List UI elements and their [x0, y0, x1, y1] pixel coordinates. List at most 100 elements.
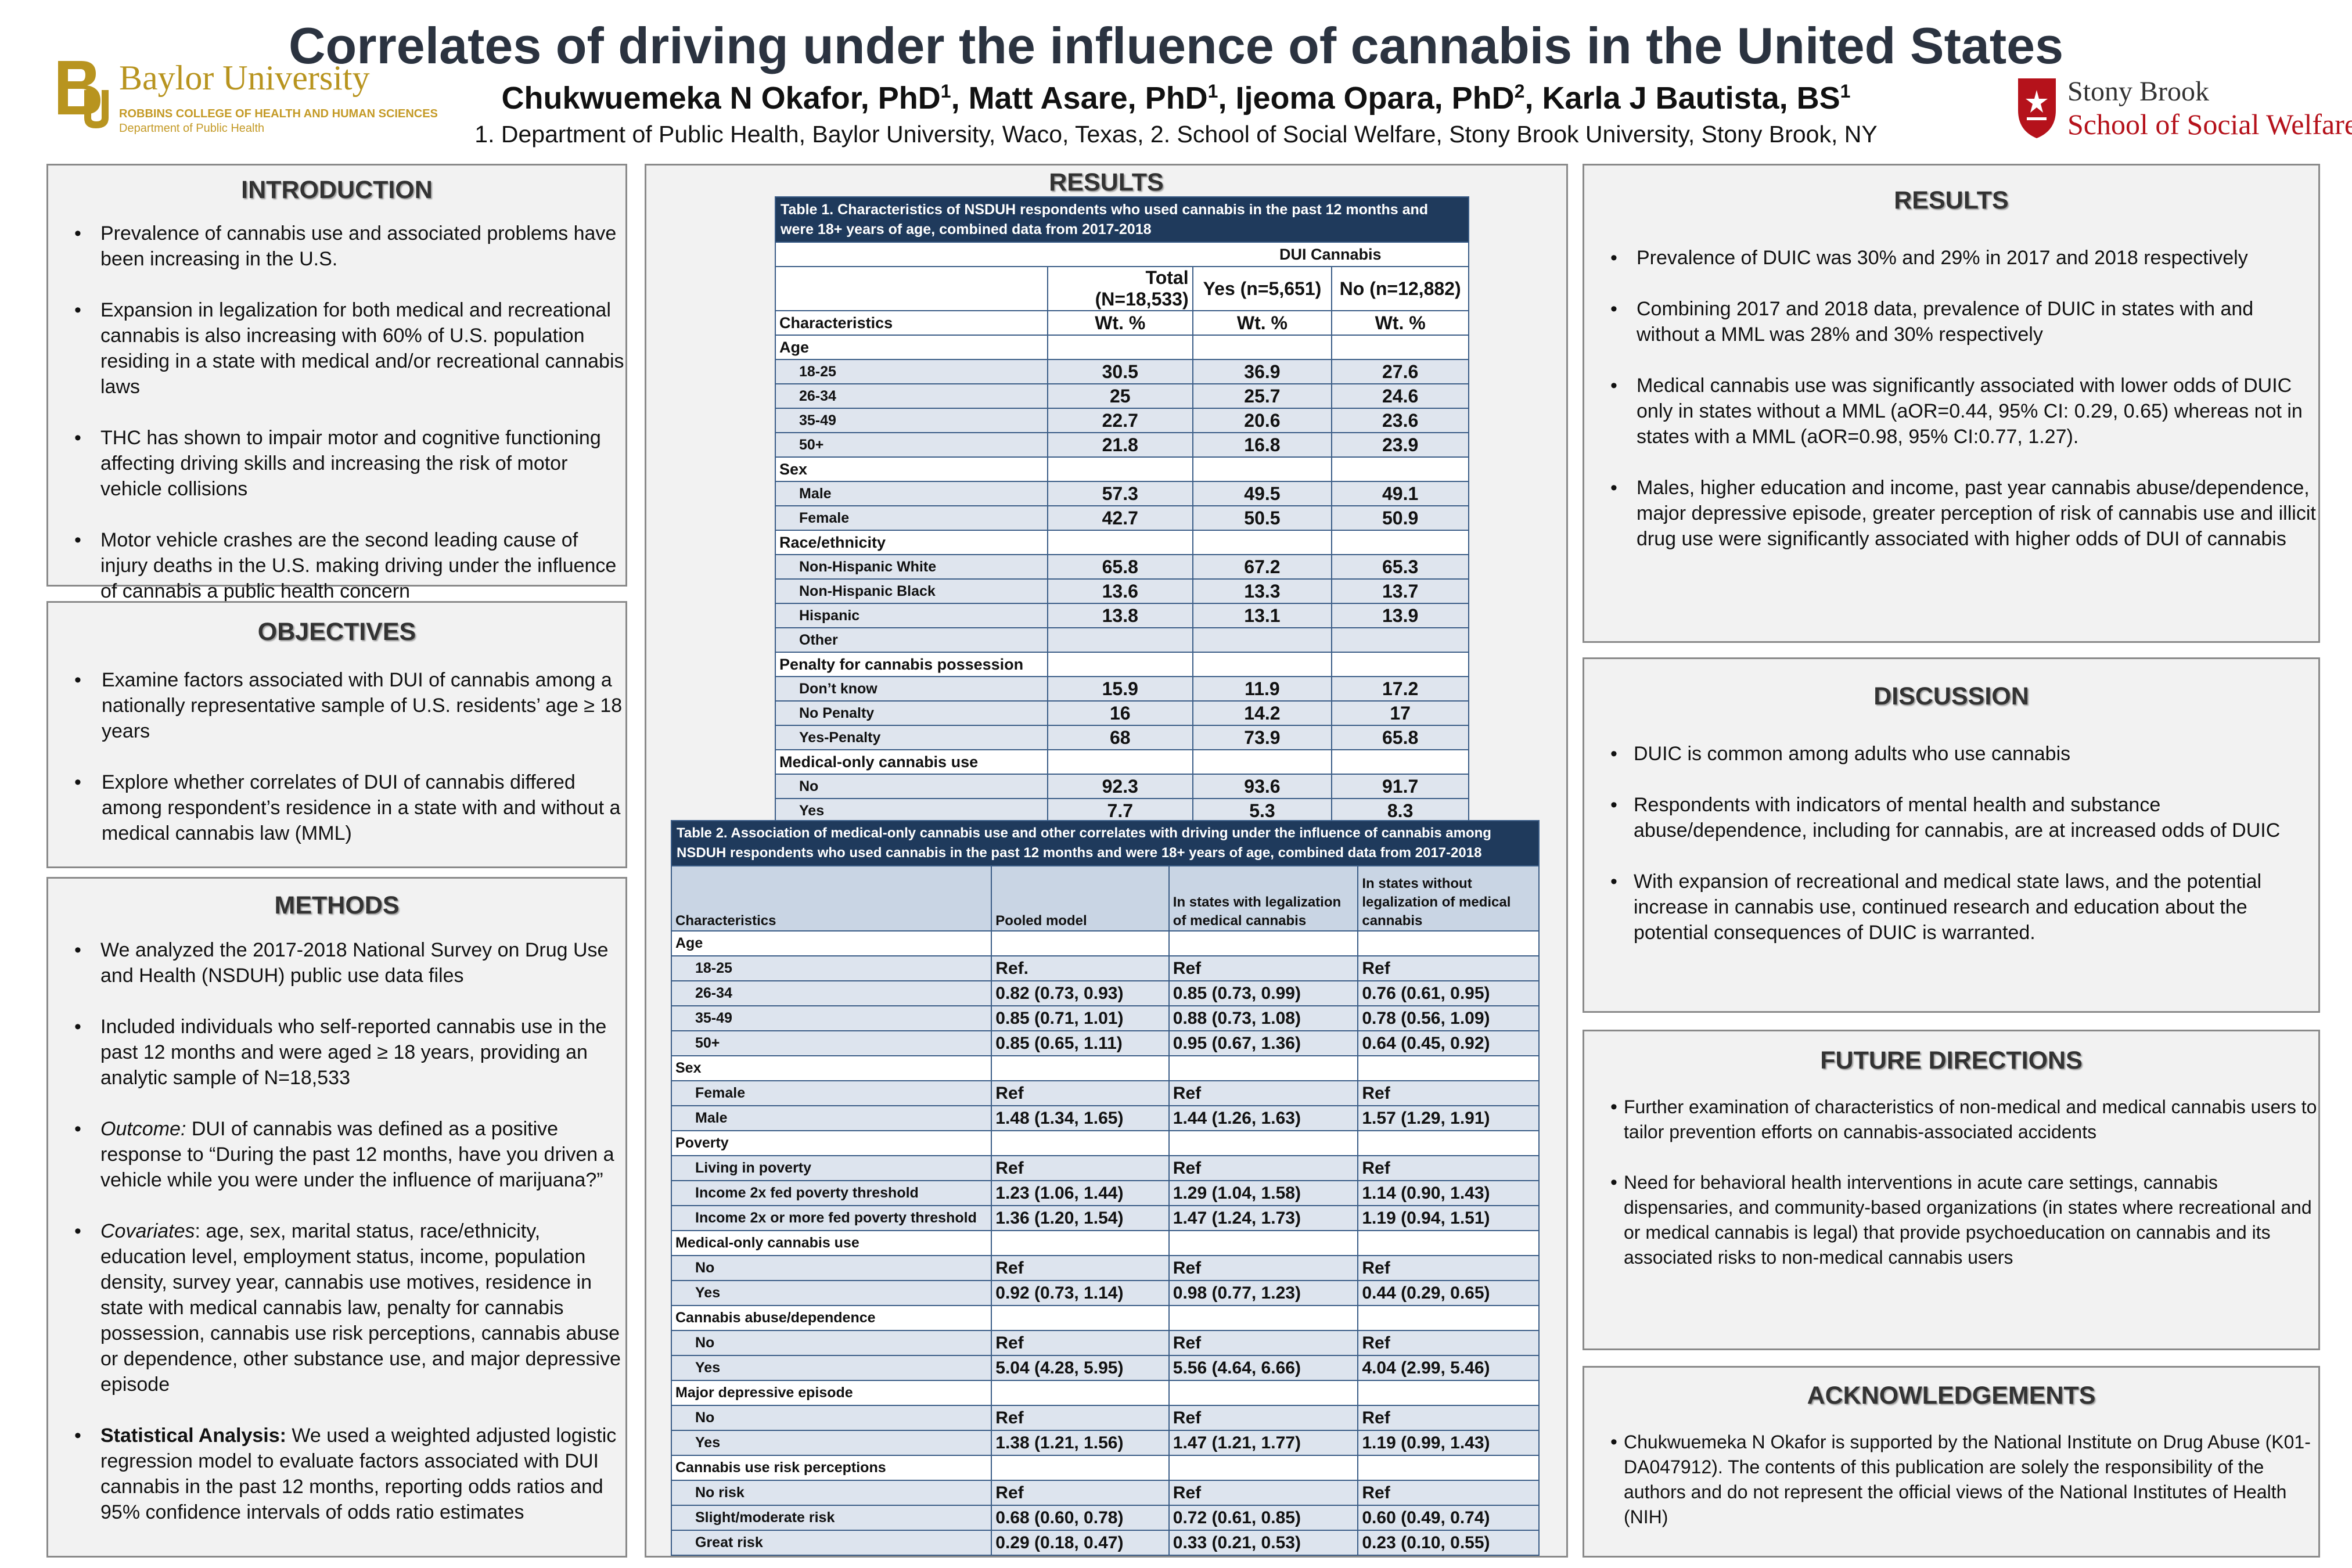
wt-header: Wt. % — [1046, 310, 1193, 336]
table-cell: 0.82 (0.73, 0.93) — [991, 980, 1170, 1006]
table-cell — [1331, 456, 1469, 482]
table-cell: 92.3 — [1046, 774, 1193, 799]
author-affiliation-number: 2 — [1514, 81, 1525, 102]
table-cell: 1.14 (0.90, 1.43) — [1357, 1180, 1540, 1206]
table-row: Don’t know 15.9 11.9 17.2 — [775, 676, 1469, 702]
table-row: Yes 1.38 (1.21, 1.56) 1.47 (1.21, 1.77) 1.1… — [670, 1430, 1540, 1456]
table-cell — [991, 1230, 1170, 1256]
table-cell — [1357, 1055, 1540, 1081]
table-cell — [1168, 930, 1359, 956]
row-label: Age — [775, 335, 1048, 360]
row-label: 18-25 — [670, 955, 992, 981]
row-label: Penalty for cannabis possession — [775, 652, 1048, 677]
table-row: No Ref Ref Ref — [670, 1405, 1540, 1431]
row-label: No — [775, 774, 1048, 799]
table-cell: 0.85 (0.71, 1.01) — [991, 1005, 1170, 1031]
table-cell: Ref — [1168, 1330, 1359, 1356]
author-name: Chukwuemeka N Okafor, PhD — [501, 81, 941, 116]
table-cell — [1168, 1230, 1359, 1256]
without-legalization-header: In states without legalization of medica… — [1357, 865, 1540, 932]
table-cell: 5.56 (4.64, 6.66) — [1168, 1355, 1359, 1381]
table-cell — [1192, 530, 1333, 555]
row-label: Living in poverty — [670, 1155, 992, 1181]
methods-panel: METHODS We analyzed the 2017-2018 Nation… — [46, 877, 627, 1558]
baylor-logo: Baylor University ROBBINS COLLEGE OF HEA… — [55, 55, 438, 142]
row-label: Yes — [670, 1280, 992, 1306]
table-cell: 50.5 — [1192, 505, 1333, 531]
table-cell — [1331, 530, 1469, 555]
outcome-text: DUI of cannabis was defined as a positiv… — [100, 1118, 614, 1191]
table-cell: 93.6 — [1192, 774, 1333, 799]
table-cell: 5.3 — [1192, 798, 1333, 823]
school-of-social-welfare: School of Social Welfare — [2067, 108, 2352, 141]
table-cell: 49.1 — [1331, 481, 1469, 506]
objectives-heading: OBJECTIVES — [257, 618, 416, 646]
affiliations: 1. Department of Public Health, Baylor U… — [474, 121, 1878, 148]
table-cell: 68 — [1046, 725, 1193, 750]
row-label: Slight/moderate risk — [670, 1505, 992, 1531]
introduction-list: Prevalence of cannabis use and associate… — [48, 221, 625, 604]
introduction-heading: INTRODUCTION — [241, 176, 433, 204]
row-label: Income 2x or more fed poverty threshold — [670, 1205, 992, 1231]
table-cell — [1168, 1455, 1359, 1481]
acknowledgements-panel: ACKNOWLEDGEMENTS Chukwuemeka N Okafor is… — [1583, 1366, 2320, 1558]
wt-header: Wt. % — [1331, 310, 1469, 336]
row-label: 18-25 — [775, 359, 1048, 384]
table-row: Male 57.3 49.5 49.1 — [775, 481, 1469, 506]
characteristics-header: Characteristics — [775, 310, 1048, 336]
table-cell: Ref — [991, 1080, 1170, 1106]
table-cell: 24.6 — [1331, 383, 1469, 409]
col-total: Total (N=18,533) — [1046, 266, 1193, 311]
table-cell: Ref — [1357, 1155, 1540, 1181]
table-group-row: Sex — [670, 1055, 1540, 1081]
future-directions-list: Further examination of characteristics o… — [1584, 1095, 2318, 1270]
future-directions-heading: FUTURE DIRECTIONS — [1820, 1046, 2083, 1074]
row-label: Cannabis use risk perceptions — [670, 1455, 992, 1481]
table-cell — [991, 1455, 1170, 1481]
row-label: No — [670, 1255, 992, 1281]
stony-brook-shield-icon — [2018, 78, 2056, 138]
table-cell: 0.68 (0.60, 0.78) — [991, 1505, 1170, 1531]
table-cell: 0.44 (0.29, 0.65) — [1357, 1280, 1540, 1306]
outcome-label: Outcome: — [100, 1118, 186, 1140]
table-row: Yes-Penalty 68 73.9 65.8 — [775, 725, 1469, 750]
row-label: Medical-only cannabis use — [670, 1230, 992, 1256]
table-cell: 36.9 — [1192, 359, 1333, 384]
table-row: Income 2x or more fed poverty threshold 1… — [670, 1205, 1540, 1231]
table-cell: 65.8 — [1046, 554, 1193, 580]
table-row: Hispanic 13.8 13.1 13.9 — [775, 603, 1469, 628]
row-label: 26-34 — [670, 980, 992, 1006]
table-cell — [1357, 1380, 1540, 1406]
row-label: Age — [670, 930, 992, 956]
row-label: Hispanic — [775, 603, 1048, 628]
list-item: Prevalence of DUIC was 30% and 29% in 20… — [1584, 245, 2318, 271]
table-cell — [1192, 749, 1333, 775]
table-cell: Ref — [991, 1480, 1170, 1506]
row-label: 35-49 — [775, 408, 1048, 433]
table-row: Male 1.48 (1.34, 1.65) 1.44 (1.26, 1.63) 1.… — [670, 1105, 1540, 1131]
table-cell: 13.8 — [1046, 603, 1193, 628]
table-group-row: Cannabis use risk perceptions — [670, 1455, 1540, 1481]
table-2: Table 2. Association of medical-only can… — [670, 820, 1540, 1556]
table-cell — [1357, 930, 1540, 956]
table-cell — [1357, 1130, 1540, 1156]
table-cell: 50.9 — [1331, 505, 1469, 531]
author-name: Matt Asare, PhD — [968, 81, 1208, 116]
table-group-row: Medical-only cannabis use — [775, 749, 1469, 775]
list-item: We analyzed the 2017-2018 National Surve… — [48, 937, 625, 988]
table-cell: 1.47 (1.21, 1.77) — [1168, 1430, 1359, 1456]
table-cell: Ref — [1168, 1080, 1359, 1106]
baylor-bu-mark-icon — [58, 61, 109, 128]
row-label: No risk — [670, 1480, 992, 1506]
list-item: Need for behavioral health interventions… — [1584, 1170, 2318, 1270]
row-label: No — [670, 1330, 992, 1356]
table-cell: 0.85 (0.73, 0.99) — [1168, 980, 1359, 1006]
table-cell — [1168, 1305, 1359, 1331]
list-item: Statistical Analysis: We used a weighted… — [48, 1423, 625, 1525]
table-cell: 5.04 (4.28, 5.95) — [991, 1355, 1170, 1381]
table-cell: 57.3 — [1046, 481, 1193, 506]
author-affiliation-number: 1 — [1840, 81, 1851, 102]
table-cell — [1357, 1305, 1540, 1331]
table-cell: 14.2 — [1192, 700, 1333, 726]
table-cell — [991, 930, 1170, 956]
